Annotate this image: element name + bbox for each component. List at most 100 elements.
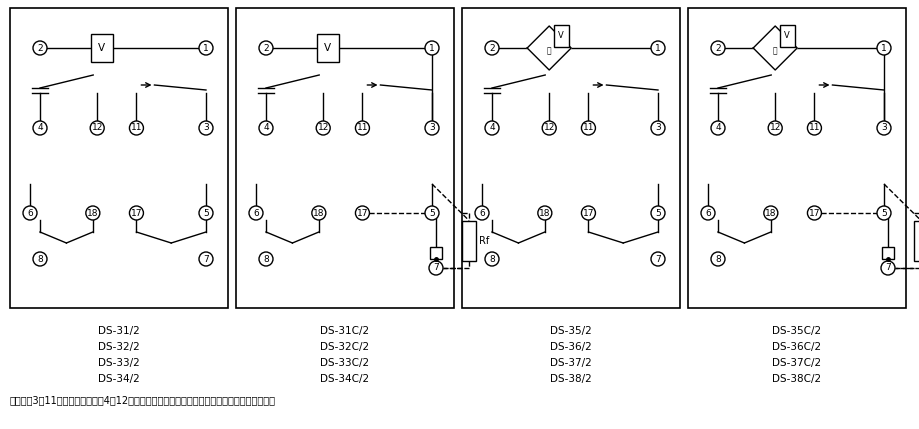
Text: 3: 3	[654, 124, 660, 133]
Circle shape	[199, 41, 213, 55]
Text: 7: 7	[654, 254, 660, 263]
Text: DS-34C/2: DS-34C/2	[320, 374, 369, 384]
Text: V: V	[784, 31, 789, 40]
Text: 6: 6	[253, 208, 258, 218]
Text: 1: 1	[654, 43, 660, 52]
Text: 注：端子3、11为滑动触点，端子4、12为终止触点；不带滑动触点的继电器。其内部接线同上。: 注：端子3、11为滑动触点，端子4、12为终止触点；不带滑动触点的继电器。其内部…	[10, 395, 276, 405]
Text: 4: 4	[37, 124, 43, 133]
Text: DS-35/2: DS-35/2	[550, 326, 591, 336]
Circle shape	[425, 121, 438, 135]
Text: 5: 5	[654, 208, 660, 218]
Circle shape	[581, 121, 595, 135]
Text: 4: 4	[263, 124, 268, 133]
Text: 7: 7	[884, 263, 890, 272]
Text: DS-32C/2: DS-32C/2	[320, 342, 369, 352]
Circle shape	[355, 121, 369, 135]
Text: 4: 4	[489, 124, 494, 133]
Text: DS-31/2: DS-31/2	[98, 326, 140, 336]
Text: 1: 1	[880, 43, 886, 52]
Bar	[10, 8, 228, 308]
Text: 17: 17	[808, 208, 820, 218]
Circle shape	[763, 206, 777, 220]
Circle shape	[130, 206, 143, 220]
Text: DS-38/2: DS-38/2	[550, 374, 591, 384]
Text: V: V	[323, 43, 331, 53]
Text: 5: 5	[428, 208, 435, 218]
Circle shape	[199, 252, 213, 266]
Text: 3: 3	[203, 124, 209, 133]
Text: 17: 17	[130, 208, 142, 218]
Text: 1: 1	[203, 43, 209, 52]
Circle shape	[85, 206, 100, 220]
Text: 11: 11	[130, 124, 142, 133]
Text: 8: 8	[489, 254, 494, 263]
Circle shape	[484, 252, 498, 266]
Circle shape	[249, 206, 263, 220]
Circle shape	[428, 261, 443, 275]
Text: 2: 2	[37, 43, 43, 52]
Circle shape	[651, 206, 664, 220]
Text: 本: 本	[772, 46, 777, 55]
Text: 8: 8	[263, 254, 268, 263]
Text: 17: 17	[582, 208, 594, 218]
Text: 2: 2	[489, 43, 494, 52]
Circle shape	[651, 41, 664, 55]
Text: 6: 6	[704, 208, 710, 218]
Circle shape	[23, 206, 37, 220]
Text: 3: 3	[880, 124, 886, 133]
Text: 12: 12	[543, 124, 554, 133]
Bar	[461, 8, 679, 308]
Circle shape	[538, 206, 551, 220]
Text: DS-37C/2: DS-37C/2	[772, 358, 821, 368]
Circle shape	[541, 121, 556, 135]
Text: 5: 5	[203, 208, 209, 218]
Bar	[881, 247, 893, 259]
Text: 12: 12	[768, 124, 780, 133]
Circle shape	[700, 206, 714, 220]
Circle shape	[876, 121, 890, 135]
Text: 18: 18	[312, 208, 324, 218]
Circle shape	[474, 206, 489, 220]
Polygon shape	[527, 26, 571, 70]
Text: DS-38C/2: DS-38C/2	[772, 374, 821, 384]
Bar	[687, 8, 905, 308]
Circle shape	[259, 121, 273, 135]
Text: 18: 18	[87, 208, 98, 218]
Circle shape	[710, 121, 724, 135]
Circle shape	[312, 206, 325, 220]
Circle shape	[876, 41, 890, 55]
Circle shape	[199, 206, 213, 220]
Text: 2: 2	[714, 43, 720, 52]
Circle shape	[876, 206, 890, 220]
Text: 18: 18	[539, 208, 550, 218]
Text: DS-34/2: DS-34/2	[98, 374, 140, 384]
Text: 8: 8	[714, 254, 720, 263]
Bar	[90, 34, 112, 62]
Circle shape	[710, 41, 724, 55]
Text: 7: 7	[433, 263, 438, 272]
Text: DS-36/2: DS-36/2	[550, 342, 591, 352]
Bar	[779, 25, 794, 47]
Circle shape	[199, 121, 213, 135]
Text: V: V	[558, 31, 563, 40]
Text: 5: 5	[880, 208, 886, 218]
Circle shape	[807, 121, 821, 135]
Circle shape	[484, 121, 498, 135]
Text: 8: 8	[37, 254, 43, 263]
Text: DS-33/2: DS-33/2	[98, 358, 140, 368]
Text: DS-31C/2: DS-31C/2	[320, 326, 369, 336]
Circle shape	[581, 206, 595, 220]
Circle shape	[425, 206, 438, 220]
Circle shape	[316, 121, 330, 135]
Text: 11: 11	[808, 124, 820, 133]
Text: 本: 本	[546, 46, 550, 55]
Circle shape	[355, 206, 369, 220]
Text: 4: 4	[714, 124, 720, 133]
Text: 12: 12	[91, 124, 103, 133]
Circle shape	[767, 121, 781, 135]
Circle shape	[259, 252, 273, 266]
Circle shape	[33, 252, 47, 266]
Circle shape	[130, 121, 143, 135]
Text: 6: 6	[479, 208, 484, 218]
Text: DS-37/2: DS-37/2	[550, 358, 591, 368]
